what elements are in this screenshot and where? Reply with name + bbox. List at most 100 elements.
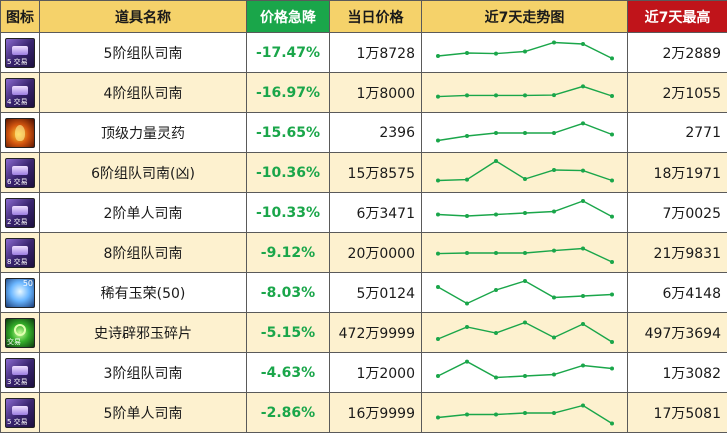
table-row: 顶级力量灵药 -15.65% 2396 2771 (0, 112, 727, 153)
max-price: 6万4148 (627, 272, 727, 313)
max-price: 1万3082 (627, 352, 727, 393)
icon-cell: 交易 (0, 312, 40, 353)
sparkline-chart (436, 320, 614, 344)
sparkline-point (436, 138, 440, 142)
current-price: 1万8000 (329, 72, 422, 113)
price-drop: -10.36% (246, 152, 330, 193)
sparkline-point (523, 92, 527, 97)
table-row: 50 稀有玉荣(50) -8.03% 5万0124 6万4148 (0, 272, 727, 313)
icon-cell: 2 交易 (0, 192, 40, 233)
book-icon: 5 交易 (5, 37, 35, 68)
sparkline-chart (436, 40, 614, 60)
sparkline-point (610, 214, 614, 219)
sparkline-point (552, 410, 556, 415)
sparkline-point (436, 212, 440, 216)
sparkline-point (610, 55, 614, 60)
sparkline-point (494, 287, 498, 292)
current-price: 16万9999 (329, 392, 422, 433)
trend-sparkline (421, 192, 628, 233)
sparkline-point (610, 421, 614, 425)
price-drop: -17.47% (246, 32, 330, 73)
header-icon: 图标 (0, 0, 40, 33)
trend-sparkline (421, 312, 628, 353)
current-price: 1万8728 (329, 32, 422, 73)
item-name: 5阶组队司南 (39, 32, 247, 73)
price-drop: -8.03% (246, 272, 330, 313)
icon-cell: 4 交易 (0, 72, 40, 113)
item-name: 4阶组队司南 (39, 72, 247, 113)
max-price: 2771 (627, 112, 727, 153)
sparkline-point (581, 403, 585, 407)
sparkline-point (494, 412, 498, 416)
sparkline-point (436, 373, 440, 378)
sparkline-point (523, 250, 527, 255)
sparkline-point (552, 92, 556, 97)
sparkline-point (465, 92, 469, 97)
sparkline-point (465, 250, 469, 255)
sparkline-point (581, 293, 585, 298)
current-price: 15万8575 (329, 152, 422, 193)
trend-sparkline (421, 392, 628, 433)
current-price: 5万0124 (329, 272, 422, 313)
item-name: 8阶组队司南 (39, 232, 247, 273)
trend-sparkline (421, 352, 628, 393)
price-drop: -16.97% (246, 72, 330, 113)
trend-sparkline (421, 72, 628, 113)
sparkline-line (437, 279, 613, 304)
sparkline-point (552, 167, 556, 172)
sparkline-point (494, 250, 498, 255)
sparkline-point (465, 324, 469, 329)
sparkline-chart (436, 158, 614, 182)
item-name: 史诗辟邪玉碎片 (39, 312, 247, 353)
max-price: 497万3694 (627, 312, 727, 353)
table-row: 8 交易 8阶组队司南 -9.12% 20万0000 21万9831 (0, 232, 727, 273)
sparkline-point (552, 40, 556, 44)
sparkline-chart (436, 198, 614, 219)
icon-cell: 5 交易 (0, 32, 40, 73)
sparkline-point (610, 93, 614, 98)
current-price: 1万2000 (329, 352, 422, 393)
sparkline-point (581, 198, 585, 203)
sparkline-point (523, 278, 527, 283)
icon-badge: 6 交易 (7, 177, 28, 186)
jade-icon: 交易 (5, 317, 35, 348)
icon-badge: 4 交易 (7, 97, 28, 106)
icon-cell: 8 交易 (0, 232, 40, 273)
trend-sparkline (421, 112, 628, 153)
sparkline-point (436, 53, 440, 58)
sparkline-chart (436, 278, 614, 305)
sparkline-point (581, 321, 585, 326)
icon-badge: 3 交易 (7, 377, 28, 386)
max-price: 2万1055 (627, 72, 727, 113)
header-trend: 近7天走势图 (421, 0, 628, 33)
trend-sparkline (421, 32, 628, 73)
item-name: 6阶组队司南(凶) (39, 152, 247, 193)
sparkline-point (523, 49, 527, 53)
sparkline-point (523, 176, 527, 181)
sparkline-point (465, 213, 469, 218)
sparkline-chart (436, 120, 614, 142)
sparkline-point (581, 363, 585, 367)
icon-badge: 5 交易 (7, 57, 28, 66)
price-drop: -2.86% (246, 392, 330, 433)
sparkline-point (465, 50, 469, 55)
sparkline-point (552, 335, 556, 339)
sparkline-point (552, 372, 556, 376)
sparkline-point (436, 178, 440, 182)
sparkline-point (552, 209, 556, 213)
sparkline-point (610, 259, 614, 264)
max-price: 17万5081 (627, 392, 727, 433)
current-price: 20万0000 (329, 232, 422, 273)
item-name: 2阶单人司南 (39, 192, 247, 233)
icon-cell: 5 交易 (0, 392, 40, 433)
sparkline-point (494, 158, 498, 163)
sparkline-point (523, 210, 527, 215)
trend-sparkline (421, 152, 628, 193)
table-row: 4 交易 4阶组队司南 -16.97% 1万8000 2万1055 (0, 72, 727, 113)
sparkline-chart (436, 83, 614, 99)
max-price: 7万0025 (627, 192, 727, 233)
sparkline-point (494, 212, 498, 216)
price-drop: -10.33% (246, 192, 330, 233)
header-row: 图标 道具名称 价格急降 当日价格 近7天走势图 近7天最高 (0, 0, 727, 33)
book-icon: 4 交易 (5, 77, 35, 108)
